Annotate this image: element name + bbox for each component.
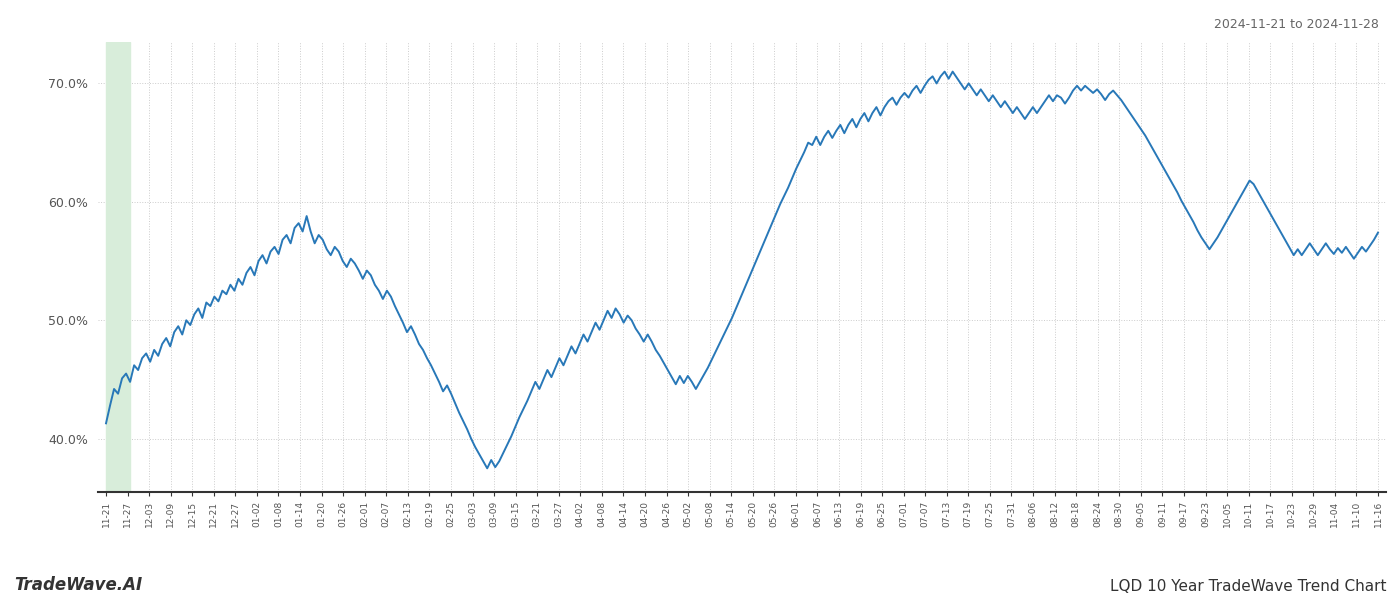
Text: LQD 10 Year TradeWave Trend Chart: LQD 10 Year TradeWave Trend Chart bbox=[1109, 579, 1386, 594]
Bar bbox=[106, 42, 130, 492]
Text: 2024-11-21 to 2024-11-28: 2024-11-21 to 2024-11-28 bbox=[1214, 18, 1379, 31]
Text: TradeWave.AI: TradeWave.AI bbox=[14, 576, 143, 594]
